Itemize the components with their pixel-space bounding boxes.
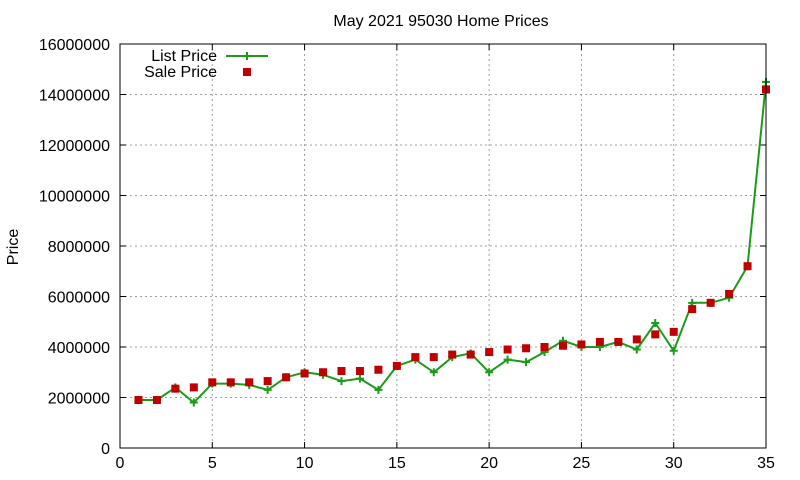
list-price-point [337,377,346,386]
y-tick-label: 0 [101,441,110,458]
sale-price-point [392,361,401,370]
sale-price-point [208,378,217,387]
list-price-point [485,368,494,377]
sale-price-point [743,262,752,271]
x-tick-label: 5 [208,455,217,472]
x-tick-label: 15 [388,455,406,472]
sale-price-point [558,341,567,350]
legend-marker-list-price [243,52,251,60]
legend-marker-sale-price [243,68,251,76]
sale-price-point [466,350,475,359]
sale-price-point [651,330,660,339]
sale-price-point [669,327,678,336]
sale-price-point [595,337,604,346]
legend-label-list-price: List Price [151,48,217,65]
sale-price-point [448,350,457,359]
x-tick-label: 0 [116,455,125,472]
y-tick-label: 4000000 [48,340,110,357]
legend-plus-glyph [243,52,251,60]
legend-label-sale-price: Sale Price [144,64,217,81]
sale-price-point [688,305,697,314]
x-tick-label: 30 [665,455,683,472]
y-tick-label: 12000000 [39,138,110,155]
list-price-point [355,374,364,383]
y-tick-label: 2000000 [48,391,110,408]
y-tick-label: 10000000 [39,189,110,206]
y-tick-label: 8000000 [48,239,110,256]
sale-price-point [134,396,143,405]
sale-price-point [540,343,549,351]
list-price-point [651,319,660,328]
sale-price-point [503,345,512,354]
sale-price-point [189,383,198,392]
list-price-point [374,385,383,394]
sale-price-point [245,378,254,387]
sale-price-point [171,384,180,393]
series-layer [134,77,770,407]
x-tick-label: 20 [480,455,498,472]
x-tick-label: 35 [757,455,775,472]
sale-price-point [485,348,494,357]
sale-price-point [337,366,346,375]
y-tick-label: 14000000 [39,88,110,105]
sale-price-point [429,353,438,362]
sale-price-point [706,298,715,307]
chart-title: May 2021 95030 Home Prices [333,13,548,30]
list-price-point [429,368,438,377]
sale-price-point [152,396,161,405]
grid-lines [120,44,766,448]
sale-price-point [577,340,586,349]
list-price-point [522,358,531,367]
sale-price-point [282,373,291,382]
sale-price-point [632,335,641,344]
sale-price-point [226,378,235,387]
x-tick-label: 10 [296,455,314,472]
sale-price-point [614,337,623,346]
list-price-point [263,385,272,394]
sale-price-point [725,289,734,298]
x-tick-label: 25 [573,455,591,472]
list-price-point [189,398,198,407]
sale-price-point [522,344,531,353]
sale-price-point [374,365,383,374]
axis-ticks: 0 5 10 15 20 25 30 35 0 2000000 4000000 6000000 8000… [39,37,775,472]
y-axis-label: Price [5,229,22,266]
sale-price-point [411,353,420,362]
legend: List Price Sale Price [144,48,268,81]
list-price-point [632,345,641,354]
sale-price-point [319,368,328,377]
sale-price-point [300,369,309,378]
plot-border [119,43,767,449]
sale-price-point [263,377,272,386]
list-price-point [503,355,512,364]
y-tick-label: 6000000 [48,290,110,307]
y-tick-label: 16000000 [39,37,110,54]
list-price-point [669,346,678,355]
sale-price-point [355,366,364,375]
